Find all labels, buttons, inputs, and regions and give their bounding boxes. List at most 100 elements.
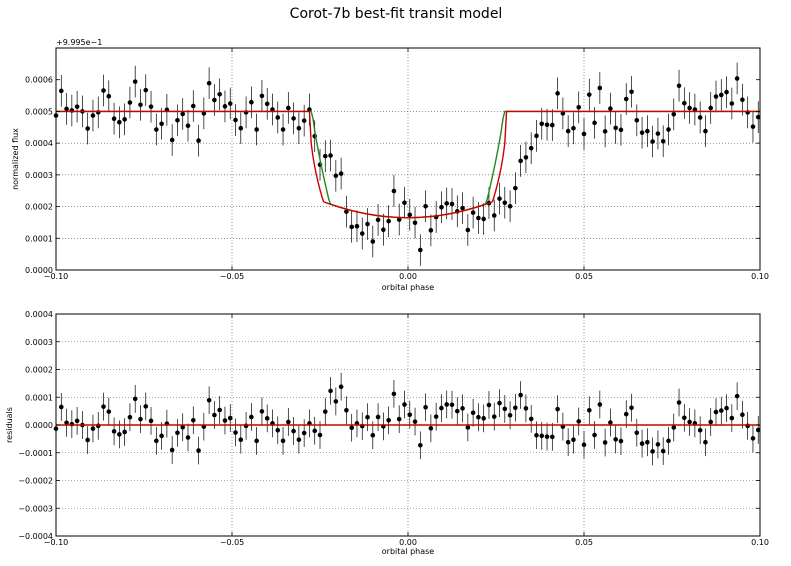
y-tick-label: 0.0002 <box>25 203 53 212</box>
flux-point <box>233 117 238 123</box>
flux-point <box>528 145 534 151</box>
flux-point <box>470 210 476 215</box>
x-tick-label: 0.00 <box>399 272 417 281</box>
residual-point <box>576 419 582 424</box>
flux-point <box>576 105 582 110</box>
flux-point <box>185 123 191 128</box>
residual-point <box>95 423 101 429</box>
flux-point <box>418 247 423 253</box>
flux-point <box>407 212 413 218</box>
flux-point <box>333 173 339 179</box>
residual-point <box>423 404 428 410</box>
flux-y-ticks: 0.0000 0.0001 0.0002 0.0003 0.0004 0.0005 0.00… <box>25 76 760 275</box>
flux-point <box>523 155 529 160</box>
flux-point <box>539 121 545 127</box>
flux-point <box>708 105 714 111</box>
flux-x-ticks: −0.10 −0.05 0.00 0.05 0.10 <box>44 48 769 281</box>
residual-point <box>655 442 661 447</box>
flux-point <box>476 215 481 221</box>
residual-point <box>286 419 291 425</box>
flux-point <box>460 205 465 211</box>
flux-point <box>491 213 497 218</box>
residual-point <box>296 437 302 443</box>
flux-point <box>423 203 428 209</box>
y-tick-label: 0.0001 <box>25 234 53 243</box>
residual-point <box>571 437 576 443</box>
residual-point <box>391 391 397 397</box>
flux-point <box>608 106 613 111</box>
figure-title: Corot-7b best-fit transit model <box>290 6 503 22</box>
flux-offset-label: +9.995e−1 <box>56 38 102 47</box>
residual-point <box>402 402 407 407</box>
flux-point <box>344 209 349 214</box>
y-tick-label: 0.0004 <box>25 139 53 148</box>
residual-point <box>729 415 735 421</box>
flux-point <box>249 99 254 105</box>
residual-point <box>143 404 149 409</box>
residual-point <box>676 400 682 405</box>
flux-point <box>692 107 698 112</box>
flux-point <box>449 201 455 207</box>
residual-point <box>396 416 402 422</box>
residual-point <box>666 438 671 444</box>
residual-point <box>344 407 349 413</box>
y-tick-label: −0.0002 <box>18 477 53 486</box>
residual-point <box>745 423 750 429</box>
residual-point <box>185 435 191 440</box>
residual-point <box>586 407 592 413</box>
residual-point <box>301 430 307 436</box>
flux-point <box>613 125 618 131</box>
flux-point <box>518 158 523 164</box>
x-tick-label: −0.05 <box>220 272 245 281</box>
residual-point <box>544 434 550 439</box>
residual-point <box>565 439 571 445</box>
residual-point <box>117 432 122 437</box>
flux-point <box>286 105 291 111</box>
flux-point <box>122 117 127 122</box>
flux-point <box>58 88 64 94</box>
residuals-panel: −0.10 −0.05 0.00 0.05 0.10 −0.0004−0.0003−0.… <box>5 310 769 556</box>
flux-point <box>396 217 402 222</box>
residual-point <box>196 448 201 453</box>
flux-point <box>718 92 724 98</box>
residual-point <box>206 398 212 403</box>
residual-point <box>486 402 492 408</box>
flux-point <box>682 100 687 106</box>
residual-point <box>476 414 481 420</box>
flux-point <box>676 83 682 89</box>
flux-point <box>650 139 655 144</box>
flux-point <box>354 223 360 229</box>
flux-y-label: normalized flux <box>11 128 20 190</box>
flux-point <box>227 101 233 106</box>
residual-point <box>64 420 69 426</box>
y-tick-label: 0.0001 <box>25 393 53 402</box>
flux-point <box>629 89 634 95</box>
residual-point <box>555 406 560 412</box>
residual-point <box>623 411 629 417</box>
residuals-x-ticks: −0.10 −0.05 0.00 0.05 0.10 <box>44 314 769 547</box>
residual-point <box>243 423 249 429</box>
y-tick-label: 0.0000 <box>25 266 53 275</box>
residual-point <box>222 418 228 423</box>
flux-point <box>634 118 640 123</box>
flux-point <box>169 137 175 143</box>
residual-point <box>697 427 703 433</box>
flux-point <box>280 127 286 132</box>
flux-point <box>597 85 603 91</box>
residual-point <box>190 417 196 423</box>
flux-point <box>296 125 302 131</box>
flux-point <box>386 218 391 224</box>
residual-point <box>180 424 186 430</box>
residual-point <box>428 426 434 431</box>
flux-point <box>254 127 259 132</box>
residual-point <box>122 429 127 435</box>
flux-point <box>375 217 381 223</box>
residual-point <box>101 404 106 409</box>
flux-point <box>301 118 307 123</box>
flux-point <box>586 92 592 97</box>
residual-point <box>349 425 354 431</box>
y-tick-label: 0.0002 <box>25 366 53 375</box>
residual-point <box>370 432 376 438</box>
flux-point <box>291 116 296 121</box>
